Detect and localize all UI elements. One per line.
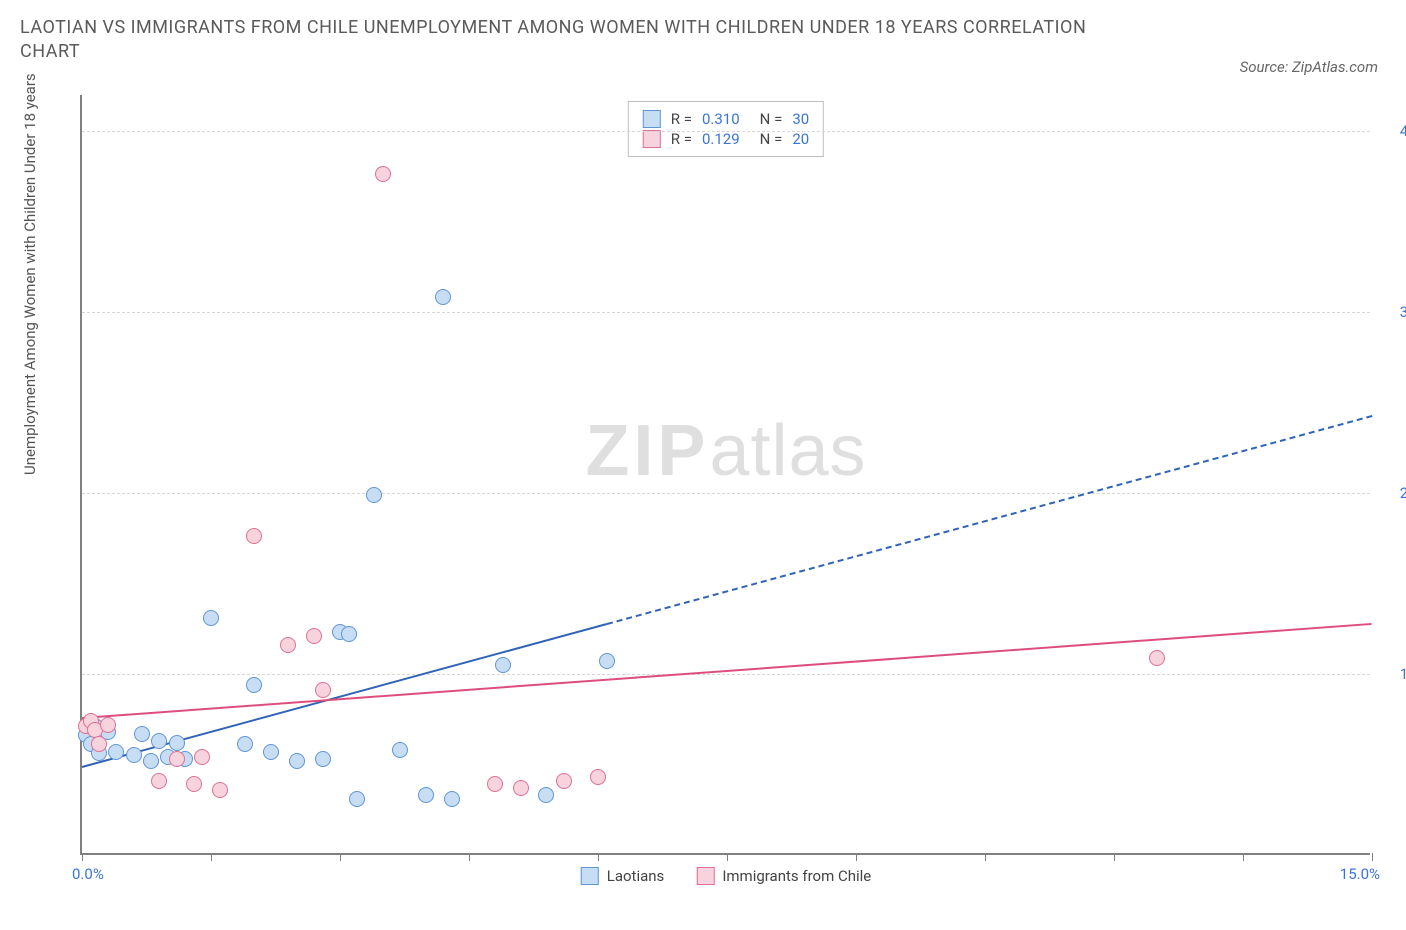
data-point — [1149, 650, 1165, 666]
data-point — [186, 776, 202, 792]
stat-n-value: 30 — [792, 110, 809, 128]
data-point — [108, 744, 124, 760]
gridline — [82, 131, 1370, 132]
series-legend: Laotians Immigrants from Chile — [581, 867, 871, 885]
x-tick — [340, 853, 341, 861]
data-point — [203, 610, 219, 626]
x-tick — [1372, 853, 1373, 861]
x-axis-min-label: 0.0% — [72, 865, 104, 883]
stat-n-label: N = — [760, 110, 783, 128]
data-point — [538, 787, 554, 803]
y-tick-label: 10.0% — [1380, 665, 1406, 683]
legend-label: Laotians — [607, 867, 665, 885]
chart-title: LAOTIAN VS IMMIGRANTS FROM CHILE UNEMPLO… — [20, 16, 1120, 65]
data-point — [366, 487, 382, 503]
x-tick — [1114, 853, 1115, 861]
data-point — [237, 736, 253, 752]
data-point — [126, 747, 142, 763]
data-point — [151, 773, 167, 789]
legend-label: Immigrants from Chile — [722, 867, 871, 885]
stat-n-value: 20 — [792, 130, 809, 148]
x-tick — [469, 853, 470, 861]
data-point — [263, 744, 279, 760]
data-point — [513, 780, 529, 796]
x-tick — [856, 853, 857, 861]
trend-line — [82, 623, 1372, 719]
legend-swatch — [643, 130, 661, 148]
data-point — [151, 733, 167, 749]
data-point — [375, 166, 391, 182]
data-point — [590, 769, 606, 785]
data-point — [495, 657, 511, 673]
data-point — [349, 791, 365, 807]
data-point — [306, 628, 322, 644]
data-point — [100, 717, 116, 733]
data-point — [444, 791, 460, 807]
legend-item: Immigrants from Chile — [696, 867, 871, 885]
data-point — [289, 753, 305, 769]
gridline — [82, 674, 1370, 675]
legend-swatch — [696, 867, 714, 885]
data-point — [487, 776, 503, 792]
data-point — [212, 782, 228, 798]
watermark: ZIPatlas — [585, 410, 866, 492]
gridline — [82, 312, 1370, 313]
y-tick-label: 30.0% — [1380, 303, 1406, 321]
x-tick — [211, 853, 212, 861]
data-point — [143, 753, 159, 769]
stats-legend-row: R = 0.129 N = 20 — [643, 130, 809, 148]
data-point — [169, 751, 185, 767]
stat-n-label: N = — [760, 130, 783, 148]
data-point — [418, 787, 434, 803]
data-point — [315, 682, 331, 698]
x-tick — [985, 853, 986, 861]
y-axis-label: Unemployment Among Women with Children U… — [21, 73, 39, 475]
legend-swatch — [581, 867, 599, 885]
stat-r-value: 0.129 — [702, 130, 740, 148]
x-tick — [1243, 853, 1244, 861]
trend-line — [606, 415, 1372, 625]
data-point — [341, 626, 357, 642]
x-axis-max-label: 15.0% — [1340, 865, 1380, 883]
y-tick-label: 20.0% — [1380, 484, 1406, 502]
stats-legend: R = 0.310 N = 30 R = 0.129 N = 20 — [628, 101, 824, 157]
source-credit: Source: ZipAtlas.com — [1240, 58, 1378, 76]
plot-area: ZIPatlas R = 0.310N = 30R = 0.129N = 20 … — [80, 95, 1370, 855]
x-tick — [727, 853, 728, 861]
data-point — [280, 637, 296, 653]
y-tick-label: 40.0% — [1380, 122, 1406, 140]
data-point — [194, 749, 210, 765]
stat-r-label: R = — [671, 110, 692, 128]
data-point — [599, 653, 615, 669]
data-point — [246, 528, 262, 544]
data-point — [392, 742, 408, 758]
gridline — [82, 493, 1370, 494]
data-point — [556, 773, 572, 789]
stats-legend-row: R = 0.310 N = 30 — [643, 110, 809, 128]
data-point — [315, 751, 331, 767]
x-tick — [598, 853, 599, 861]
x-tick — [82, 853, 83, 861]
data-point — [134, 726, 150, 742]
data-point — [91, 736, 107, 752]
data-point — [169, 735, 185, 751]
data-point — [435, 289, 451, 305]
legend-swatch — [643, 110, 661, 128]
stat-r-value: 0.310 — [702, 110, 740, 128]
data-point — [246, 677, 262, 693]
stat-r-label: R = — [671, 130, 692, 148]
chart-area: Unemployment Among Women with Children U… — [20, 95, 1386, 895]
legend-item: Laotians — [581, 867, 665, 885]
